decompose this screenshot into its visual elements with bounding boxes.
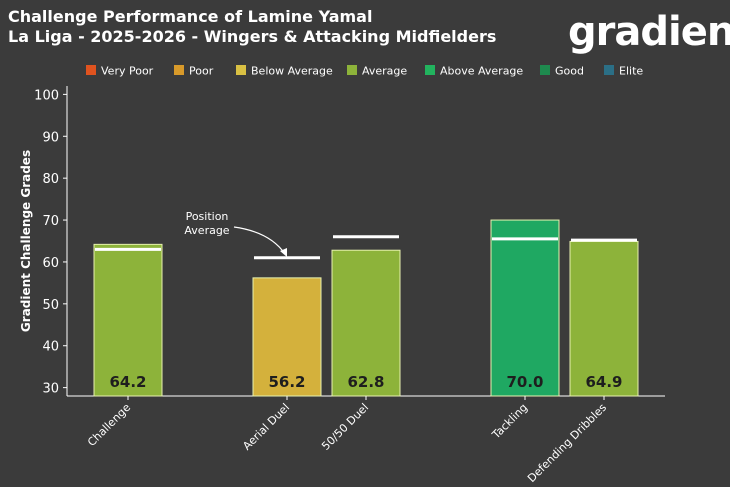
- y-tick-label: 100: [34, 88, 59, 103]
- x-tick-label: Challenge: [85, 401, 133, 449]
- legend-label: Poor: [189, 65, 214, 78]
- y-tick-label: 80: [42, 172, 59, 187]
- annotation-text: Position: [186, 210, 229, 223]
- x-tick-label: 50/50 Duel: [319, 401, 371, 453]
- annotation-text: Average: [184, 224, 229, 237]
- bar: [331, 249, 401, 397]
- y-tick-label: 40: [42, 340, 59, 355]
- y-tick-label: 60: [42, 256, 59, 271]
- annotation-arrow: [233, 226, 286, 255]
- legend-label: Elite: [619, 65, 643, 78]
- bar: [93, 243, 163, 397]
- bar: [569, 240, 639, 397]
- x-tick-label: Aerial Duel: [240, 401, 292, 453]
- y-tick-label: 50: [42, 298, 59, 313]
- legend-label: Good: [555, 65, 584, 78]
- chart-subtitle: La Liga - 2025-2026 - Wingers & Attackin…: [8, 27, 496, 46]
- bar-value-label: 56.2: [268, 373, 305, 391]
- bar: [490, 219, 560, 397]
- legend-swatch: [347, 65, 357, 75]
- bar-value-label: 64.9: [585, 373, 622, 391]
- x-tick-label: Defending Dribbles: [525, 401, 609, 485]
- bar: [252, 277, 322, 397]
- legend-label: Above Average: [440, 65, 523, 78]
- chart-title: Challenge Performance of Lamine Yamal: [8, 7, 372, 26]
- legend-label: Below Average: [251, 65, 333, 78]
- legend: Very Poor Poor Below Average Average Above A…: [86, 65, 643, 78]
- legend-swatch: [174, 65, 184, 75]
- legend-swatch: [425, 65, 435, 75]
- annotation-arrowhead: [280, 248, 287, 257]
- y-tick-label: 30: [42, 382, 59, 397]
- y-axis-label: Gradient Challenge Grades: [19, 150, 33, 332]
- plot-area: 30 40 50 60 70 80 90 100 Gradient Challenge Grad…: [19, 86, 665, 485]
- bar-value-label: 70.0: [506, 373, 543, 391]
- gradient-logo: gradient: [568, 9, 730, 55]
- bar-value-label: 62.8: [347, 373, 384, 391]
- y-tick-label: 90: [42, 130, 59, 145]
- legend-label: Very Poor: [101, 65, 154, 78]
- legend-label: Average: [362, 65, 407, 78]
- x-tick-label: Tackling: [489, 401, 530, 442]
- legend-swatch: [604, 65, 614, 75]
- legend-swatch: [540, 65, 550, 75]
- y-tick-label: 70: [42, 214, 59, 229]
- bar-value-label: 64.2: [109, 373, 146, 391]
- legend-swatch: [236, 65, 246, 75]
- legend-swatch: [86, 65, 96, 75]
